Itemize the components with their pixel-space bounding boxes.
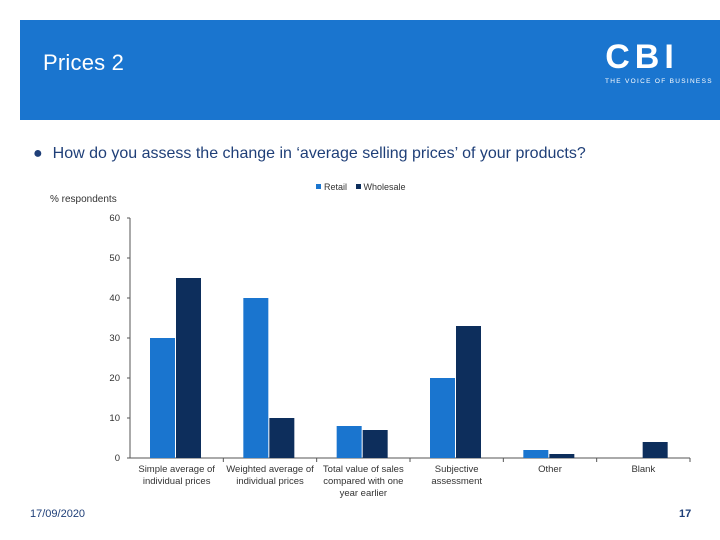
retail-swatch (316, 184, 321, 189)
x-tick-label: Other (538, 464, 562, 475)
x-tick-label: Subjective assessment (431, 464, 482, 487)
bar-wholesale-5 (642, 442, 668, 458)
bar-wholesale-4 (549, 454, 575, 458)
bar-retail-4 (523, 450, 549, 458)
bar-retail-2 (336, 426, 362, 458)
legend-label-wholesale: Wholesale (363, 181, 406, 192)
y-axis-label: % respondents (50, 194, 117, 205)
question-text: How do you assess the change in ‘average… (52, 145, 586, 162)
y-tick-label: 60 (109, 213, 120, 224)
legend-item-retail: Retail (316, 182, 347, 192)
x-tick-label: Total value of sales compared with one y… (322, 464, 404, 499)
wholesale-swatch (355, 184, 361, 189)
logo-text: CBI (605, 38, 679, 76)
bar-retail-0 (150, 338, 175, 458)
slide-title: Prices 2 (43, 50, 125, 75)
legend-item-wholesale: Wholesale (355, 181, 406, 192)
bar-wholesale-2 (362, 430, 388, 458)
bullet-icon: ● (33, 145, 43, 162)
legend-label-retail: Retail (324, 181, 348, 192)
bar-wholesale-3 (456, 326, 481, 458)
y-tick-label: 30 (109, 333, 120, 344)
question: ● How do you assess the change in ‘averag… (33, 145, 586, 163)
footer-date: 17/09/2020 (30, 508, 86, 520)
legend: Retail Wholesale (316, 181, 412, 192)
x-tick-label: Blank (631, 464, 656, 475)
bar-wholesale-1 (269, 418, 295, 458)
y-tick-label: 40 (109, 293, 120, 304)
bar-wholesale-0 (176, 278, 201, 458)
header-bar: Prices 2 CBI THE VOICE OF BUSINESS (20, 20, 720, 120)
page-number: 17 (679, 508, 692, 520)
y-tick-label: 20 (109, 373, 120, 384)
y-tick-label: 0 (115, 453, 120, 464)
logo-tagline: THE VOICE OF BUSINESS (605, 78, 713, 85)
y-tick-label: 10 (109, 413, 120, 424)
bar-retail-3 (430, 378, 455, 458)
x-tick-label: Simple average of individual prices (138, 464, 215, 487)
bar-retail-1 (243, 298, 269, 458)
cbi-logo: CBI THE VOICE OF BUSINESS (583, 35, 712, 105)
x-tick-label: Weighted average of individual prices (226, 464, 314, 487)
y-tick-label: 50 (109, 253, 120, 264)
